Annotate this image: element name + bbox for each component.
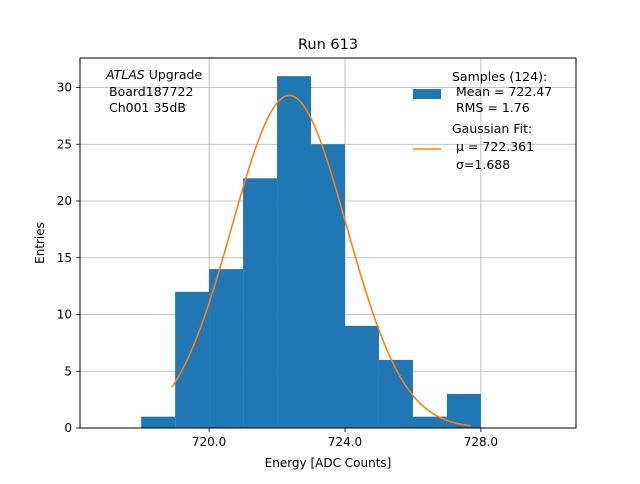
histogram-bar <box>378 359 413 428</box>
legend-fit-title: Gaussian Fit: <box>452 121 532 136</box>
legend-samples-title: Samples (124): <box>452 69 547 84</box>
chart-title: Run 613 <box>298 37 358 53</box>
legend-samples-mean: Mean = 722.47 <box>456 84 552 99</box>
y-tick-label: 25 <box>57 137 72 151</box>
legend-fit-sigma: σ=1.688 <box>456 157 510 172</box>
x-tick-label: 720.0 <box>192 435 226 449</box>
y-tick-label: 10 <box>57 308 72 322</box>
histogram-bar <box>209 269 244 428</box>
plot-frame <box>79 57 577 429</box>
x-tick-label: 728.0 <box>464 435 498 449</box>
y-tick-label: 20 <box>57 194 72 208</box>
atlas-upgrade-label: Upgrade <box>145 67 203 82</box>
legend-samples-rms: RMS = 1.76 <box>456 100 530 115</box>
legend: Samples (124): Mean = 722.47 RMS = 1.76 … <box>413 69 552 172</box>
x-tick-label: 724.0 <box>328 435 362 449</box>
y-tick-label: 30 <box>57 81 72 95</box>
channel-label: Ch001 35dB <box>109 100 186 115</box>
y-tick-label: 15 <box>57 251 72 265</box>
histogram-bar <box>141 416 176 428</box>
y-tick-label: 5 <box>64 364 72 378</box>
histogram-bar <box>446 393 481 428</box>
axis-ticks: 720.0 724.0 728.0 0 5 10 15 20 25 30 <box>57 81 498 449</box>
atlas-annotation: ATLAS Upgrade Board187722 Ch001 35dB <box>105 67 202 115</box>
histogram-bar <box>243 178 278 428</box>
x-axis-label: Energy [ADC Counts] <box>265 456 392 470</box>
y-tick-label: 0 <box>64 421 72 435</box>
svg-text:ATLAS Upgrade: ATLAS Upgrade <box>105 67 202 82</box>
histogram-bar <box>412 416 447 428</box>
histogram-bar <box>175 291 210 428</box>
histogram-bar <box>344 325 379 428</box>
histogram-bar <box>311 144 345 428</box>
histogram-bars <box>141 76 481 428</box>
atlas-label: ATLAS <box>105 67 145 82</box>
histogram-bar <box>277 76 312 428</box>
legend-fit-mu: μ = 722.361 <box>456 139 534 154</box>
legend-samples-swatch <box>413 89 441 99</box>
y-axis-label: Entries <box>33 222 47 264</box>
gaussian-fit-curve <box>171 94 471 427</box>
board-label: Board187722 <box>109 84 193 99</box>
gaussian-fit <box>171 94 471 427</box>
